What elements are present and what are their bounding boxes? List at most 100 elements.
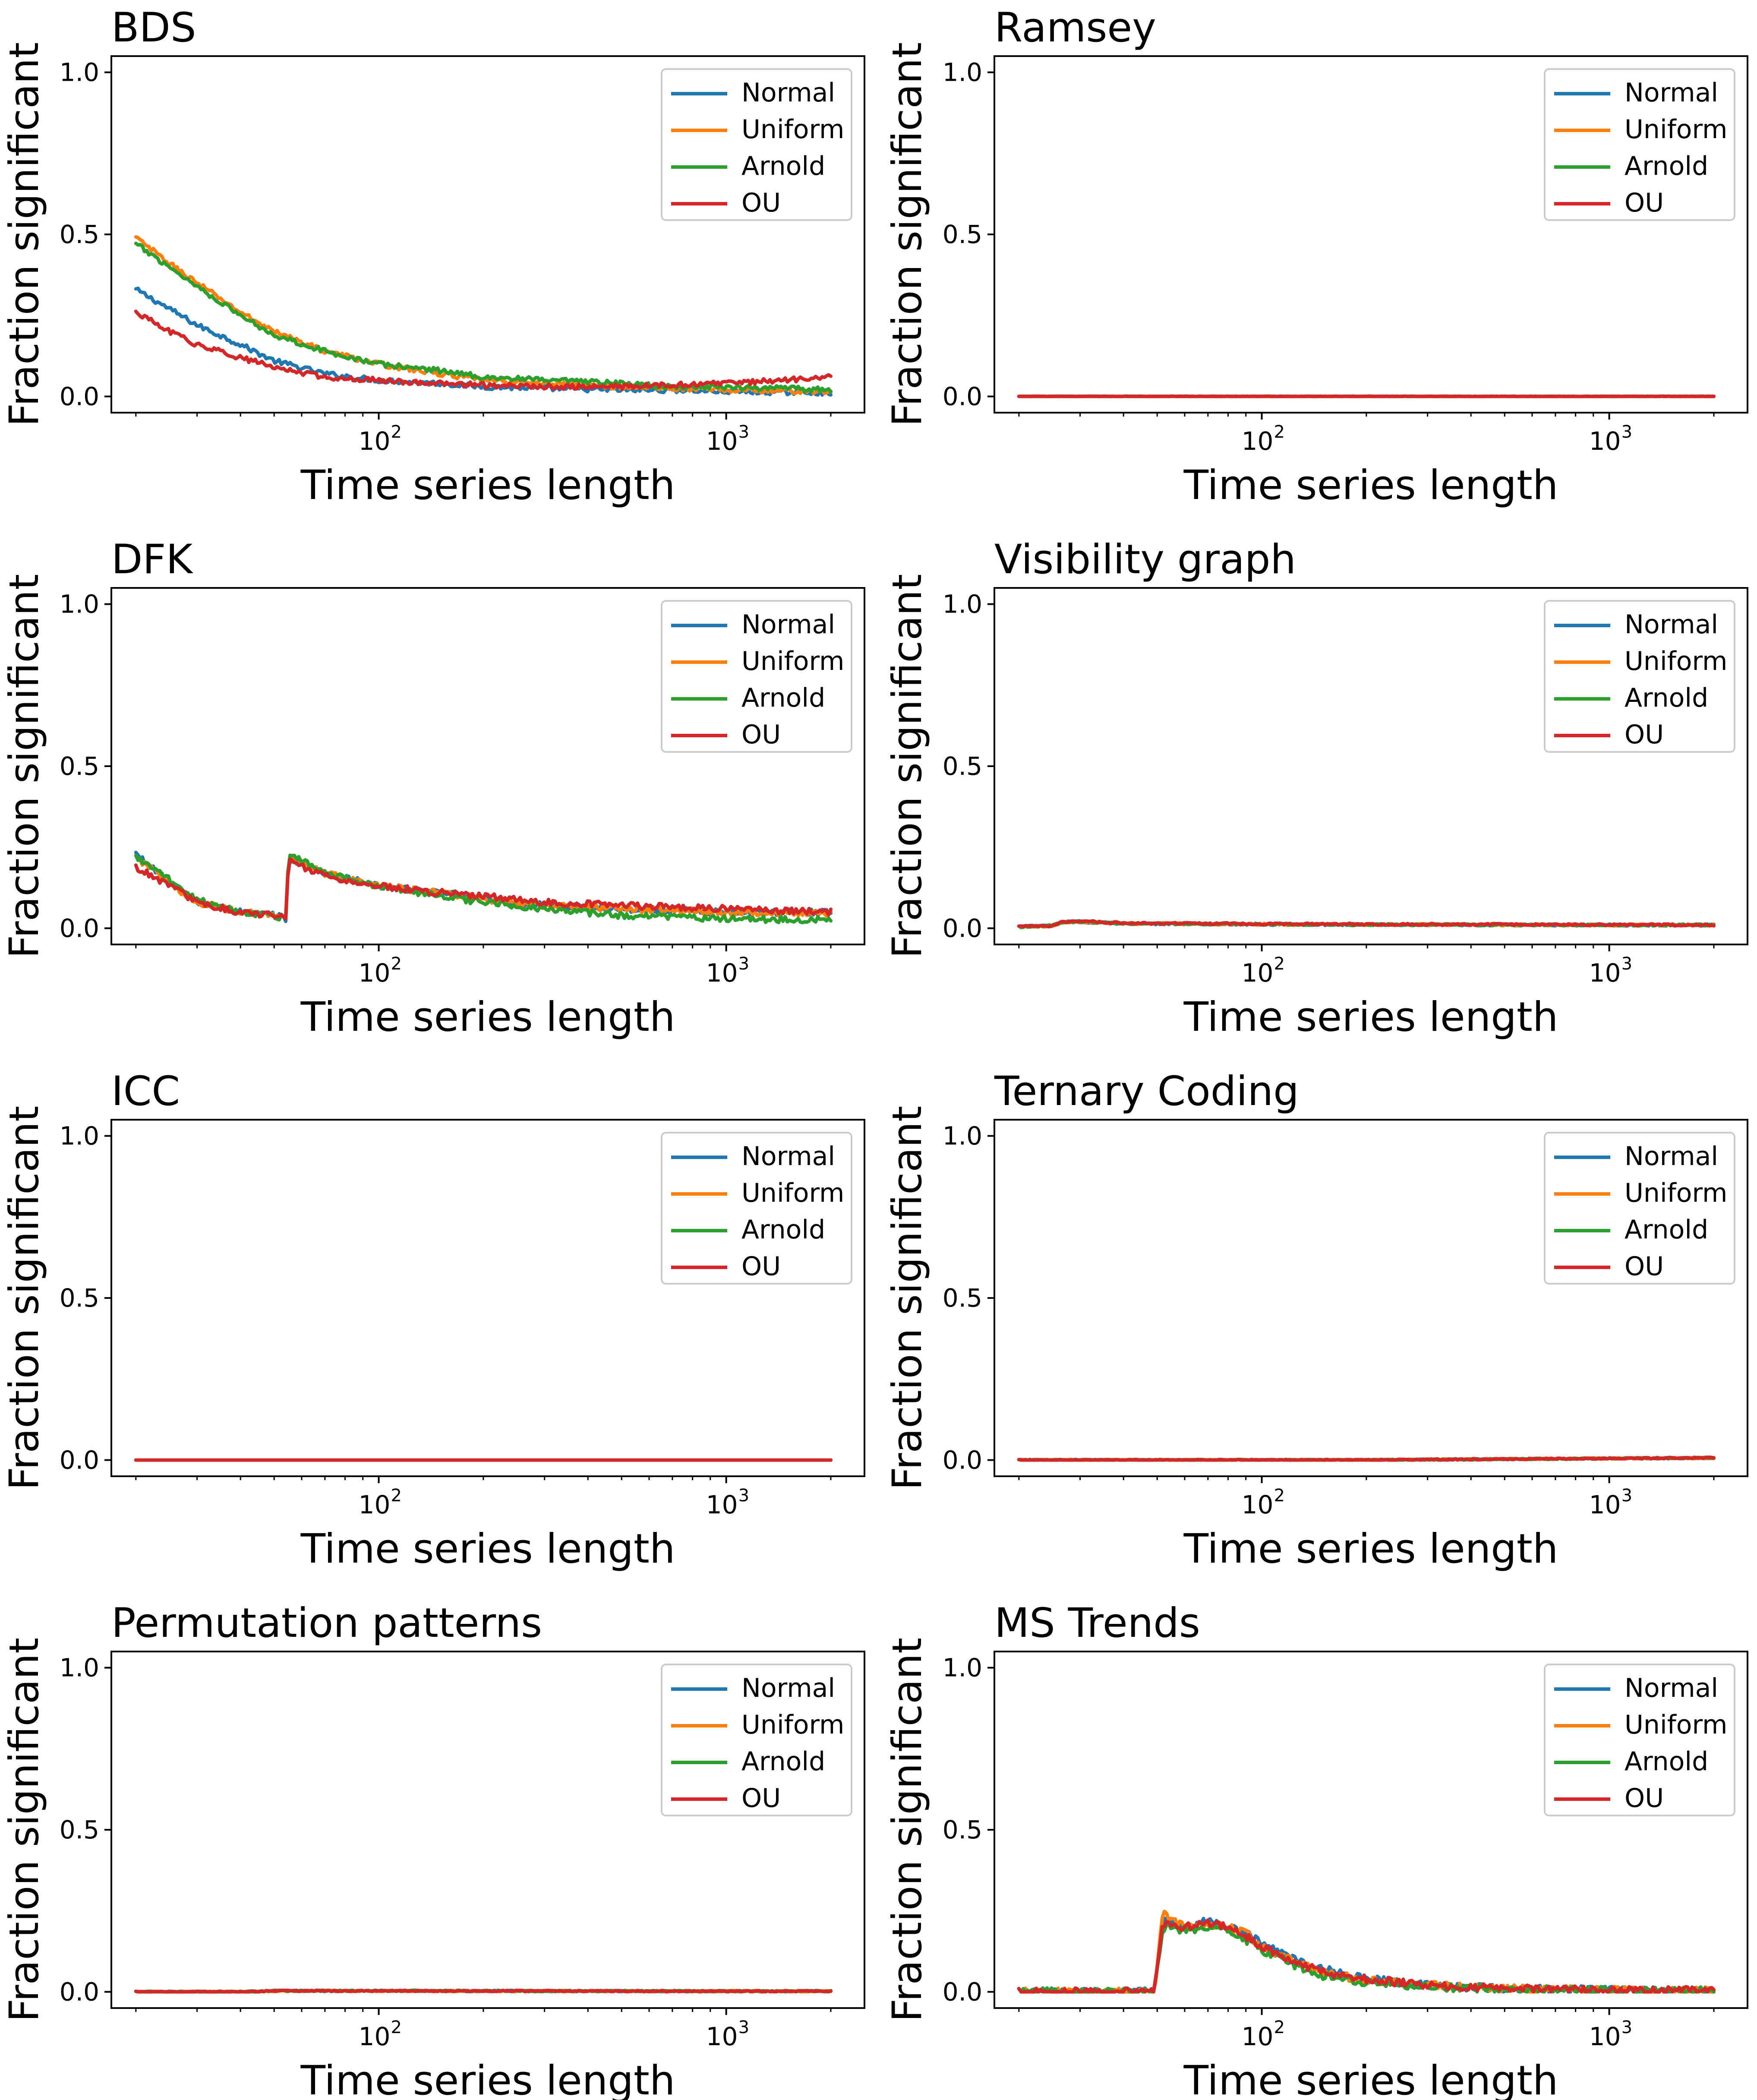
y-axis-label: Fraction significant [1, 1106, 48, 1490]
y-tick-label: 1.0 [60, 1653, 99, 1683]
legend-label-normal: Normal [741, 78, 835, 108]
x-tick-label: 10 3 [706, 422, 749, 456]
y-tick-label: 1.0 [943, 1653, 982, 1683]
x-tick-exponent: 3 [738, 422, 749, 442]
y-axis-label: Fraction significant [884, 574, 931, 958]
legend-label-uniform: Uniform [741, 114, 845, 145]
x-tick-exponent: 3 [1621, 1486, 1632, 1506]
x-tick-base: 10 [1242, 958, 1274, 988]
legend-frame [661, 600, 852, 753]
y-tick-label: 0.5 [943, 220, 982, 249]
series-line-ou [1017, 394, 1716, 398]
legend-label-ou: OU [1625, 720, 1664, 750]
x-tick-base: 10 [706, 426, 738, 456]
series-group [134, 850, 833, 925]
x-tick-base: 10 [1242, 426, 1274, 456]
panel-title: DFK [111, 536, 193, 583]
y-tick-label: 0.5 [60, 1815, 99, 1844]
x-axis-label: Time series length [300, 2057, 675, 2100]
x-tick-label: 10 3 [1589, 1486, 1632, 1519]
x-tick-label: 10 2 [359, 2018, 402, 2051]
legend-label-ou: OU [741, 1251, 781, 1282]
legend-frame [1544, 68, 1735, 221]
y-axis-label: Fraction significant [884, 1638, 931, 2022]
series-line-arnold [134, 241, 833, 394]
x-axis-label: Time series length [300, 1525, 675, 1573]
series-line-ou [134, 857, 833, 921]
legend: Normal Uniform Arnold OU [661, 1664, 852, 1816]
x-tick-exponent: 2 [391, 954, 402, 974]
x-tick-label: 10 2 [1242, 2018, 1285, 2051]
x-tick-base: 10 [1242, 2022, 1274, 2051]
y-tick-label: 0.5 [943, 752, 982, 781]
panel-title: ICC [111, 1068, 180, 1115]
x-tick-base: 10 [1589, 958, 1621, 988]
x-axis-label: Time series length [300, 994, 675, 1041]
y-axis-label: Fraction significant [884, 42, 931, 426]
legend-label-normal: Normal [741, 1141, 835, 1172]
x-tick-exponent: 3 [1621, 2018, 1632, 2037]
legend-label-ou: OU [1625, 188, 1664, 218]
x-tick-base: 10 [359, 1490, 391, 1519]
x-axis-label: Time series length [1183, 994, 1558, 1041]
x-tick-exponent: 2 [391, 1486, 402, 1506]
x-tick-base: 10 [1242, 1490, 1274, 1519]
legend-frame [1544, 600, 1735, 753]
legend-label-uniform: Uniform [741, 1710, 845, 1740]
legend-label-uniform: Uniform [1625, 646, 1728, 676]
legend: Normal Uniform Arnold OU [1544, 600, 1735, 753]
series-group [1017, 1910, 1716, 1994]
legend-label-arnold: Arnold [1625, 683, 1708, 713]
legend-frame [1544, 1664, 1735, 1816]
legend-frame [661, 1664, 852, 1816]
x-tick-label: 10 2 [1242, 422, 1285, 456]
x-tick-label: 10 3 [1589, 2018, 1632, 2051]
x-tick-exponent: 2 [1274, 2018, 1285, 2037]
legend-label-normal: Normal [1625, 1673, 1718, 1703]
series-line-ou [1017, 919, 1716, 929]
series-line-ou [134, 309, 833, 391]
y-tick-label: 0.0 [943, 382, 982, 411]
legend-label-normal: Normal [1625, 78, 1718, 108]
panel-title: BDS [111, 4, 196, 51]
x-tick-label: 10 2 [359, 422, 402, 456]
y-tick-label: 0.0 [943, 1445, 982, 1475]
x-axis-label: Time series length [1183, 462, 1558, 509]
x-tick-label: 10 3 [706, 1486, 749, 1519]
legend-label-normal: Normal [741, 609, 835, 640]
legend-label-arnold: Arnold [741, 151, 825, 181]
y-tick-label: 1.0 [60, 1121, 99, 1151]
x-tick-exponent: 3 [738, 1486, 749, 1506]
x-tick-exponent: 3 [738, 954, 749, 974]
series-line-ou [1017, 1918, 1716, 1994]
y-axis-label: Fraction significant [884, 1106, 931, 1490]
x-tick-base: 10 [1589, 426, 1621, 456]
x-axis-label: Time series length [1183, 2057, 1558, 2100]
panel-title: Permutation patterns [111, 1600, 542, 1647]
legend-label-uniform: Uniform [1625, 1710, 1728, 1740]
y-tick-label: 1.0 [60, 58, 99, 87]
x-tick-label: 10 3 [1589, 954, 1632, 988]
series-line-ou [134, 1988, 833, 1994]
y-tick-label: 0.5 [60, 1283, 99, 1313]
legend: Normal Uniform Arnold OU [1544, 1132, 1735, 1285]
y-tick-label: 1.0 [943, 58, 982, 87]
x-tick-exponent: 3 [738, 2018, 749, 2037]
legend-label-arnold: Arnold [1625, 1215, 1708, 1245]
x-tick-base: 10 [706, 958, 738, 988]
legend-label-arnold: Arnold [1625, 151, 1708, 181]
series-line-ou [1017, 1455, 1716, 1462]
x-tick-label: 10 3 [706, 954, 749, 988]
panel-title: Ternary Coding [994, 1068, 1299, 1115]
x-tick-exponent: 2 [1274, 954, 1285, 974]
x-tick-label: 10 3 [1589, 422, 1632, 456]
legend-label-arnold: Arnold [741, 1746, 825, 1777]
legend-label-uniform: Uniform [1625, 1178, 1728, 1208]
legend-label-uniform: Uniform [741, 646, 845, 676]
y-tick-label: 1.0 [943, 590, 982, 619]
panel-title: MS Trends [994, 1600, 1200, 1647]
legend-label-ou: OU [741, 720, 781, 750]
